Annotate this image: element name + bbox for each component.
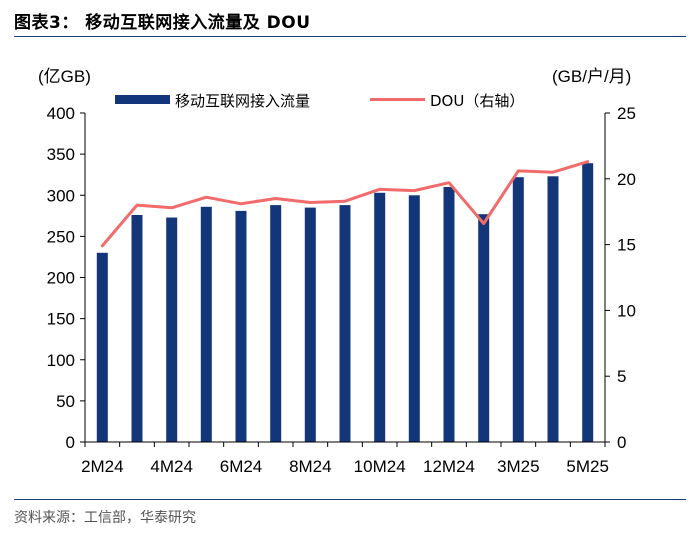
legend-bar-label: 移动互联网接入流量 — [175, 92, 310, 110]
x-tick-label-12M24: 12M24 — [423, 457, 475, 476]
right-tick-label: 15 — [617, 236, 636, 255]
left-tick-label: 350 — [47, 145, 75, 164]
left-tick-label: 300 — [47, 186, 75, 205]
bar-5M25 — [582, 163, 594, 442]
bar-1M25 — [478, 214, 490, 442]
bar-7M24 — [270, 205, 282, 442]
bar-9M24 — [339, 205, 351, 442]
x-tick-label-2M24: 2M24 — [81, 457, 124, 476]
figure-title: 图表3： 移动互联网接入流量及 DOU — [14, 13, 311, 33]
x-tick-label-10M24: 10M24 — [354, 457, 406, 476]
x-tick-label-3M25: 3M25 — [497, 457, 540, 476]
x-axis-ticks: 2M24 4M24 6M24 8M24 10M24 12M24 3M25 5M25 — [81, 442, 609, 476]
right-axis-ticks: 0 5 10 15 20 25 — [605, 104, 636, 452]
x-tick-label-8M24: 8M24 — [289, 457, 332, 476]
bar-3M25 — [512, 177, 524, 442]
right-tick-label: 25 — [617, 104, 636, 123]
left-axis-ticks: 0 50 100 150 200 250 300 350 400 — [47, 104, 85, 452]
x-tick-label-5M25: 5M25 — [566, 457, 609, 476]
bar-8M24 — [304, 207, 316, 442]
left-tick-label: 100 — [47, 351, 75, 370]
right-tick-label: 0 — [617, 433, 626, 452]
bar-4M24 — [166, 217, 178, 442]
bar-10M24 — [374, 192, 386, 442]
bar-2M24 — [96, 252, 108, 442]
left-axis-label: (亿GB) — [38, 67, 91, 86]
right-tick-label: 10 — [617, 301, 636, 320]
bar-11M24 — [408, 195, 420, 443]
x-tick-label-4M24: 4M24 — [150, 457, 193, 476]
right-tick-label: 20 — [617, 170, 636, 189]
right-axis-label: (GB/户/月) — [552, 67, 631, 86]
left-tick-label: 50 — [56, 392, 75, 411]
legend-line-label: DOU（右轴） — [430, 92, 524, 110]
bar-3M24 — [131, 215, 143, 442]
left-tick-label: 0 — [66, 433, 75, 452]
legend-bar-swatch — [115, 95, 170, 104]
bar-4M25 — [547, 176, 559, 443]
left-tick-label: 200 — [47, 269, 75, 288]
bar-12M24 — [443, 187, 455, 442]
dou-line-series — [100, 160, 590, 248]
title-rule — [14, 36, 686, 37]
bar-series — [96, 163, 594, 443]
bar-6M24 — [235, 210, 247, 442]
right-tick-label: 5 — [617, 367, 626, 386]
chart: 0 50 100 150 200 250 300 350 400 0 5 10 15 20 25 2M24… — [38, 67, 636, 476]
legend: 移动互联网接入流量 DOU（右轴） — [115, 92, 524, 110]
left-tick-label: 400 — [47, 104, 75, 123]
left-tick-label: 250 — [47, 227, 75, 246]
source-rule — [14, 499, 686, 500]
source-note: 资料来源：工信部，华泰研究 — [14, 510, 196, 526]
left-tick-label: 150 — [47, 310, 75, 329]
x-tick-label-6M24: 6M24 — [220, 457, 263, 476]
bar-5M24 — [200, 206, 212, 442]
